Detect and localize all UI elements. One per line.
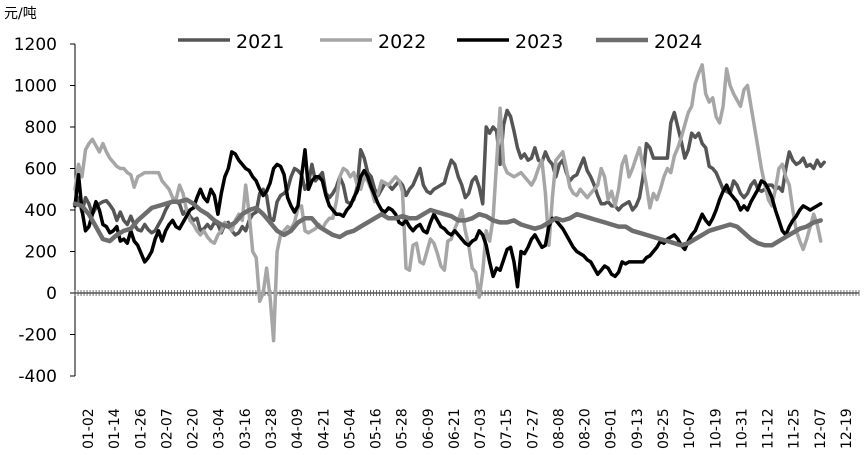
y-tick-label: 1200 bbox=[14, 35, 57, 55]
legend: 2021 2022 2023 2024 bbox=[178, 31, 702, 53]
x-tick-label: 09-13 bbox=[630, 408, 646, 449]
series-line-2022 bbox=[73, 63, 823, 343]
x-tick-label: 03-16 bbox=[238, 408, 254, 449]
x-tick-label: 04-21 bbox=[316, 408, 332, 449]
x-tick-label: 09-25 bbox=[656, 408, 672, 449]
series-line-2024 bbox=[72, 197, 823, 248]
y-axis: 1200 1000 800 600 400 200 0 -200 -400 bbox=[14, 35, 76, 387]
x-tick-label: 05-28 bbox=[395, 408, 411, 449]
x-tick-label: 03-04 bbox=[212, 408, 228, 449]
legend-label-2024: 2024 bbox=[654, 31, 702, 53]
y-tick-label: 400 bbox=[25, 201, 57, 221]
x-tick-label: 10-31 bbox=[734, 408, 750, 449]
x-tick-label: 12-19 bbox=[839, 408, 855, 449]
x-tick-label: 07-27 bbox=[525, 408, 541, 449]
y-tick-label: 1000 bbox=[14, 77, 57, 97]
x-tick-label: 08-20 bbox=[578, 408, 594, 449]
series-line-2023 bbox=[73, 148, 823, 289]
y-tick-label: 200 bbox=[25, 243, 57, 263]
x-tick-label: 02-07 bbox=[159, 408, 175, 449]
x-tick-label: 05-16 bbox=[369, 408, 385, 449]
y-tick-label: -200 bbox=[18, 326, 57, 346]
x-tick-label: 11-12 bbox=[761, 408, 777, 449]
x-tick-label: 03-28 bbox=[264, 408, 280, 449]
x-tick-label: 05-04 bbox=[342, 408, 358, 449]
x-tick-label: 08-08 bbox=[551, 408, 567, 449]
x-tick-label: 01-14 bbox=[107, 408, 123, 449]
y-tick-label: 800 bbox=[25, 118, 57, 138]
x-tick-label: 04-09 bbox=[290, 408, 306, 449]
x-tick-label: 06-09 bbox=[421, 408, 437, 449]
x-tick-label: 01-02 bbox=[81, 408, 97, 449]
x-tick-label: 07-15 bbox=[499, 408, 515, 449]
x-tick-label: 09-01 bbox=[604, 408, 620, 449]
x-tick-label: 10-19 bbox=[708, 408, 724, 449]
series-lines bbox=[72, 63, 826, 343]
legend-label-2022: 2022 bbox=[378, 31, 426, 53]
x-axis: 01-02 01-14 01-26 02-07 02-20 03-04 03-16 03-28… bbox=[74, 290, 860, 449]
y-tick-label: 0 bbox=[46, 284, 57, 304]
x-tick-label: 06-21 bbox=[447, 408, 463, 449]
x-tick-label: 12-07 bbox=[813, 408, 829, 449]
y-axis-unit-label: 元/吨 bbox=[4, 6, 37, 22]
x-tick-label: 02-20 bbox=[186, 408, 202, 449]
x-tick-label: 11-25 bbox=[787, 408, 803, 449]
x-tick-label: 10-07 bbox=[682, 408, 698, 449]
x-tick-label: 07-03 bbox=[473, 408, 489, 449]
legend-label-2021: 2021 bbox=[236, 31, 284, 53]
x-tick-label: 01-26 bbox=[133, 408, 149, 449]
legend-label-2023: 2023 bbox=[515, 31, 563, 53]
series-line-2021 bbox=[73, 108, 826, 237]
y-tick-label: -400 bbox=[18, 367, 57, 387]
y-tick-label: 600 bbox=[25, 160, 57, 180]
